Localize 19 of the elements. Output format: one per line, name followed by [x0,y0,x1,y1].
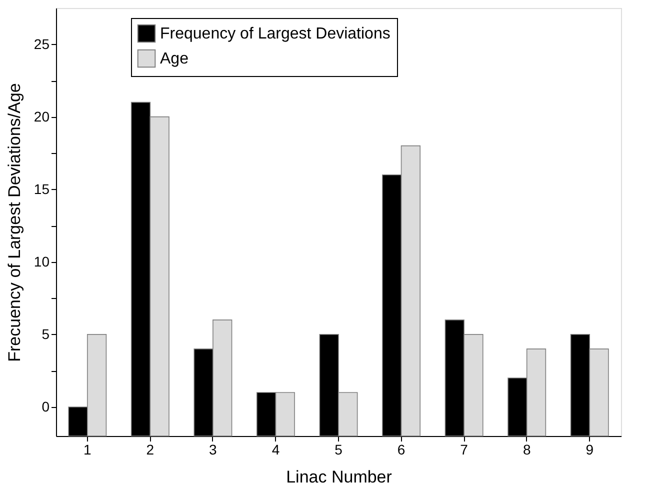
x-tick-label: 9 [586,442,594,458]
x-tick-label: 2 [146,442,154,458]
y-tick-label: 25 [34,36,50,52]
x-tick-label: 6 [397,442,406,458]
x-tick-label: 5 [334,442,343,458]
x-axis-title: Linac Number [286,468,392,486]
y-tick-label: 0 [42,398,50,414]
y-tick-label: 15 [34,180,50,197]
legend-label: Frequency of Largest Deviations [160,26,390,42]
x-tick-label: 7 [460,442,468,458]
x-tick-label: 3 [209,442,218,458]
y-axis-title: Frecuency of Largest Deviations/Age [4,83,24,362]
y-tick-label: 20 [34,108,50,124]
x-tick-label: 1 [83,442,92,458]
y-tick-label: 10 [34,253,50,270]
x-tick-label: 4 [272,442,280,458]
x-tick-label: 8 [522,442,531,458]
legend-label: Age [160,50,189,68]
y-tick-label: 5 [42,326,50,342]
